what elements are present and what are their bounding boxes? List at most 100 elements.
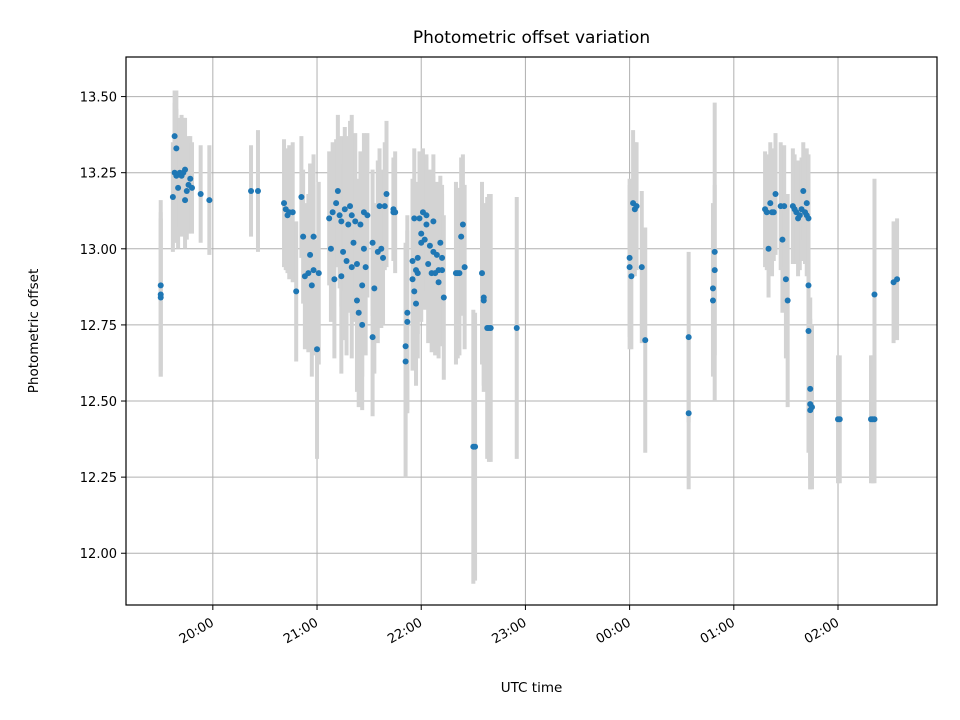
data-point — [314, 346, 321, 353]
data-point — [626, 264, 633, 271]
data-point — [352, 218, 359, 225]
data-point — [433, 251, 440, 258]
data-point — [456, 270, 463, 277]
data-point — [779, 236, 786, 243]
data-point — [461, 264, 468, 271]
data-point — [381, 203, 388, 210]
data-point — [836, 416, 843, 423]
data-point — [175, 184, 182, 191]
data-point — [409, 276, 416, 283]
data-point — [307, 251, 314, 258]
data-point — [376, 203, 383, 210]
data-point — [298, 194, 305, 201]
data-point — [404, 318, 411, 325]
data-point — [765, 245, 772, 252]
data-point — [369, 239, 376, 246]
data-point — [248, 187, 255, 194]
data-point — [334, 187, 341, 194]
data-point — [404, 309, 411, 316]
data-point — [254, 187, 261, 194]
data-point — [770, 209, 777, 216]
data-point — [642, 337, 649, 344]
data-point — [359, 282, 366, 289]
data-point — [315, 270, 322, 277]
data-point — [371, 285, 378, 292]
data-point — [459, 221, 466, 228]
data-point — [336, 212, 343, 219]
data-point — [157, 282, 164, 289]
data-point — [338, 218, 345, 225]
y-tick-label: 13.25 — [80, 167, 117, 182]
data-point — [348, 264, 355, 271]
data-point — [347, 203, 354, 210]
data-point — [364, 212, 371, 219]
data-point — [411, 215, 418, 222]
data-point — [772, 191, 779, 197]
data-point — [355, 309, 362, 316]
data-point — [439, 267, 446, 274]
data-point — [628, 273, 635, 280]
data-point — [805, 282, 812, 289]
data-point — [423, 221, 430, 228]
data-point — [341, 206, 348, 213]
data-point — [803, 200, 810, 207]
data-point — [281, 200, 288, 207]
data-point — [784, 297, 791, 304]
data-point — [472, 443, 479, 450]
data-point — [435, 279, 442, 286]
y-tick-label: 12.00 — [80, 547, 117, 562]
data-point — [767, 200, 774, 207]
data-point — [327, 245, 334, 252]
data-point — [513, 324, 520, 331]
y-tick-label: 12.50 — [80, 395, 117, 410]
data-point — [871, 291, 878, 298]
data-point — [409, 257, 416, 264]
data-point — [353, 297, 360, 304]
data-point — [380, 254, 387, 261]
data-point — [329, 209, 336, 216]
y-tick-label: 13.00 — [80, 243, 117, 258]
data-point — [182, 197, 189, 204]
data-point — [383, 191, 390, 197]
data-point — [359, 321, 366, 328]
data-point — [808, 404, 815, 411]
data-point — [430, 218, 437, 225]
data-point — [402, 358, 409, 365]
data-point — [206, 197, 213, 204]
data-point — [289, 209, 296, 216]
data-point — [805, 215, 812, 222]
data-point — [763, 209, 770, 216]
data-point — [782, 276, 789, 283]
y-axis-label: Photometric offset — [26, 269, 42, 393]
data-point — [310, 267, 317, 274]
data-point — [293, 288, 300, 295]
data-point — [638, 264, 645, 271]
x-axis-label: UTC time — [501, 680, 563, 696]
data-point — [333, 200, 340, 207]
data-point — [182, 166, 189, 173]
data-point — [796, 212, 803, 219]
data-point — [369, 334, 376, 341]
data-point — [197, 191, 204, 197]
data-point — [169, 194, 176, 201]
y-tick-label: 12.75 — [80, 319, 117, 334]
data-point — [871, 416, 878, 423]
data-point — [437, 239, 444, 246]
data-point — [458, 233, 465, 240]
data-point — [421, 236, 428, 243]
data-point — [626, 254, 633, 261]
data-point — [305, 270, 312, 277]
data-point — [310, 233, 317, 240]
data-points — [157, 133, 901, 450]
data-point — [378, 245, 385, 252]
data-point — [188, 184, 195, 191]
data-point — [187, 175, 194, 182]
data-point — [411, 288, 418, 295]
plot-frame — [125, 56, 938, 606]
data-point — [414, 254, 421, 261]
data-point — [348, 212, 355, 219]
grid — [126, 57, 937, 605]
data-point — [183, 187, 190, 194]
data-point — [440, 294, 447, 301]
data-point — [414, 270, 421, 277]
